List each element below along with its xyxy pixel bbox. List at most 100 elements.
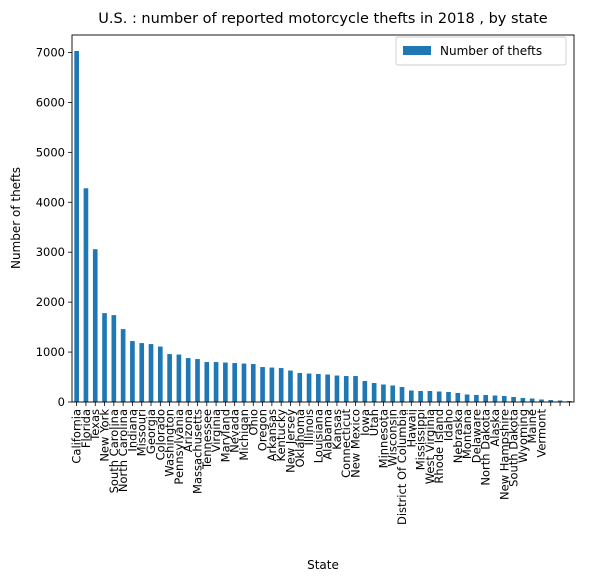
bar <box>167 354 172 402</box>
bar <box>176 354 182 402</box>
x-tick-label: South Carolina <box>107 409 121 493</box>
bar <box>446 392 451 402</box>
x-tick-label: New Mexico <box>349 409 363 478</box>
x-tick-label: District Of Columbia <box>395 409 409 525</box>
bar <box>474 395 479 402</box>
bar <box>157 346 163 402</box>
x-tick-label: Idaho <box>442 409 456 441</box>
x-tick-label: Louisiana <box>311 409 325 463</box>
bar <box>316 374 321 402</box>
x-tick-label: California <box>70 409 84 464</box>
bar <box>353 376 358 402</box>
bar <box>102 313 107 402</box>
bar <box>92 249 98 402</box>
bar <box>567 401 572 402</box>
x-tick-label: South Dakota <box>507 409 521 487</box>
bar <box>148 344 154 402</box>
x-tick-label: Rhode Island <box>432 409 446 484</box>
bar <box>288 370 293 402</box>
y-tick-label: 7000 <box>36 45 65 59</box>
x-tick-label: Oklahoma <box>293 409 307 468</box>
x-tick-label: Massachusetts <box>191 409 205 494</box>
y-tick-label: 3000 <box>36 245 65 259</box>
x-tick-label: West Virginia <box>423 409 437 484</box>
y-tick-label: 2000 <box>36 295 65 309</box>
bar <box>455 393 461 402</box>
bar <box>278 368 284 402</box>
x-tick-label: Ohio <box>246 409 260 436</box>
x-tick-label: Illinois <box>302 409 316 446</box>
x-tick-label: Kentucky <box>274 409 288 462</box>
x-tick-label: Colorado <box>153 409 167 460</box>
bar <box>548 400 554 402</box>
bar <box>511 397 516 402</box>
x-tick-label: New York <box>98 409 112 462</box>
bar <box>381 384 386 402</box>
y-axis-label: Number of thefts <box>9 167 23 269</box>
bar <box>371 383 377 402</box>
y-tick-label: 5000 <box>36 145 65 159</box>
legend-label: Number of thefts <box>440 44 542 58</box>
x-tick-label: Alabama <box>321 409 335 460</box>
legend-swatch <box>403 46 431 55</box>
x-tick-label: Montana <box>460 409 474 459</box>
bar <box>492 395 498 402</box>
bar <box>232 363 238 402</box>
bar <box>501 396 507 402</box>
bar <box>204 362 210 402</box>
y-axis-ticks: 0 1000 2000 3000 4000 5000 6000 7000 <box>36 45 72 409</box>
bar <box>120 329 126 402</box>
x-tick-label: Iowa <box>358 409 372 436</box>
x-tick-label: Tennessee <box>200 409 214 470</box>
x-tick-label: Vermont <box>534 409 548 458</box>
x-tick-label: Arizona <box>181 409 195 452</box>
bar <box>334 375 340 402</box>
bar <box>83 188 89 402</box>
x-tick-label: New Jersey <box>283 409 297 473</box>
bar <box>74 50 79 402</box>
bar <box>557 400 563 402</box>
bar <box>260 367 265 402</box>
bar <box>185 358 191 402</box>
bar <box>390 385 396 402</box>
x-tick-label: North Dakota <box>479 409 493 486</box>
x-tick-label: Wisconsin <box>386 409 400 466</box>
y-tick-label: 1000 <box>36 345 65 359</box>
x-tick-label: Alaska <box>488 409 502 447</box>
x-tick-label: Missouri <box>135 409 149 456</box>
x-tick-label: North Carolina <box>116 409 130 492</box>
x-tick-label: Minnesota <box>376 409 390 468</box>
bar <box>269 367 275 402</box>
x-tick-label: Virginia <box>209 409 223 452</box>
x-tick-label: Florida <box>79 409 93 448</box>
x-tick-label: Mississippi <box>414 409 428 470</box>
bar <box>213 362 219 402</box>
bar <box>297 373 303 402</box>
bars-group <box>74 50 572 402</box>
bar <box>520 398 526 402</box>
bar <box>130 341 135 402</box>
x-axis-label: State <box>307 558 339 572</box>
bar <box>483 395 489 402</box>
bar <box>223 362 228 402</box>
legend: Number of thefts <box>395 36 567 66</box>
x-tick-label: Washington <box>163 409 177 477</box>
bar <box>250 364 256 402</box>
bar <box>325 374 330 402</box>
x-tick-label: Delaware <box>469 409 483 463</box>
bar <box>418 391 423 402</box>
x-tick-label: Maryland <box>218 409 232 462</box>
bar <box>362 381 368 402</box>
y-tick-label: 4000 <box>36 195 65 209</box>
bar <box>529 398 535 402</box>
chart-title: U.S. : number of reported motorcycle the… <box>98 11 547 27</box>
bar <box>139 343 145 402</box>
legend-box <box>395 36 567 66</box>
x-tick-label: Nebraska <box>451 409 465 463</box>
y-tick-label: 6000 <box>36 95 65 109</box>
x-tick-label: Maine <box>525 409 539 444</box>
bar <box>436 391 442 402</box>
x-tick-label: Connecticut <box>339 409 353 478</box>
